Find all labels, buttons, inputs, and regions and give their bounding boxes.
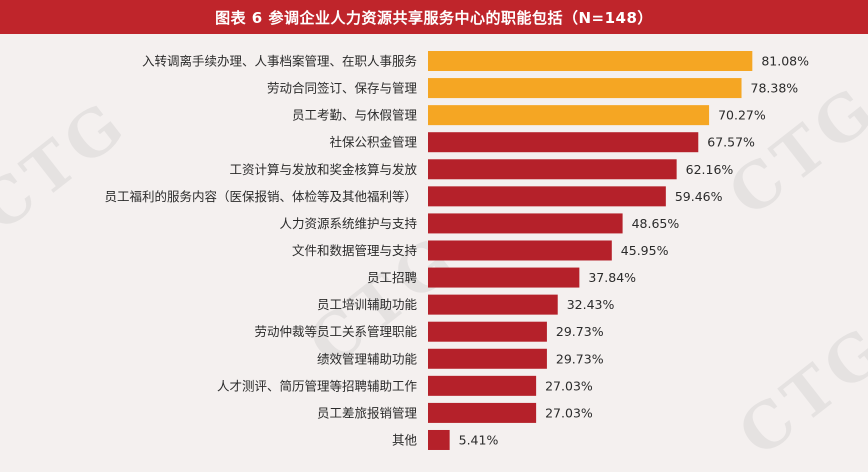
- value-label: 62.16%: [686, 162, 734, 177]
- category-label: 员工差旅报销管理: [317, 405, 418, 420]
- value-label: 59.46%: [675, 189, 723, 204]
- bar-chart: 入转调离手续办理、人事档案管理、在职人事服务 81.08% 劳动合同签订、保存与管理…: [104, 51, 809, 450]
- bar: [428, 78, 742, 99]
- category-label: 劳动合同签订、保存与管理: [267, 81, 418, 96]
- category-label: 人才测评、简历管理等招聘辅助工作: [217, 378, 418, 393]
- value-label: 45.95%: [621, 243, 669, 258]
- category-label: 员工福利的服务内容（医保报销、体检等及其他福利等）: [104, 189, 417, 204]
- bar: [428, 132, 699, 153]
- bar: [428, 159, 677, 180]
- bar: [428, 267, 580, 288]
- value-label: 27.03%: [545, 405, 593, 420]
- value-label: 48.65%: [632, 216, 680, 231]
- value-label: 29.73%: [556, 324, 604, 339]
- bar: [428, 321, 547, 342]
- bar: [428, 213, 623, 234]
- bar: [428, 240, 612, 261]
- category-label: 工资计算与发放和奖金核算与发放: [229, 162, 417, 177]
- value-label: 27.03%: [545, 378, 593, 393]
- bar: [428, 294, 558, 315]
- bar: [428, 429, 450, 450]
- category-label: 社保公积金管理: [329, 135, 417, 150]
- category-label: 其他: [392, 432, 418, 447]
- value-label: 81.08%: [761, 54, 809, 69]
- category-label: 入转调离手续办理、人事档案管理、在职人事服务: [142, 54, 417, 69]
- category-label: 文件和数据管理与支持: [292, 243, 417, 258]
- bar: [428, 105, 710, 126]
- value-label: 5.41%: [459, 432, 499, 447]
- category-label: 人力资源系统维护与支持: [279, 216, 417, 231]
- category-label: 员工考勤、与休假管理: [292, 108, 418, 123]
- value-label: 70.27%: [718, 108, 766, 123]
- value-label: 32.43%: [567, 297, 615, 312]
- bar: [428, 348, 547, 369]
- value-label: 29.73%: [556, 351, 604, 366]
- value-label: 67.57%: [707, 135, 755, 150]
- category-label: 员工培训辅助功能: [317, 297, 418, 312]
- bar: [428, 186, 666, 207]
- value-label: 78.38%: [751, 81, 799, 96]
- bar: [428, 402, 537, 423]
- chart-title: 图表 6 参调企业人力资源共享服务中心的职能包括（N=148）: [0, 0, 868, 34]
- category-label: 员工招聘: [367, 270, 417, 285]
- bar: [428, 375, 537, 396]
- category-label: 绩效管理辅助功能: [317, 351, 418, 366]
- bar: [428, 51, 753, 71]
- category-label: 劳动仲裁等员工关系管理职能: [254, 324, 417, 339]
- value-label: 37.84%: [588, 270, 636, 285]
